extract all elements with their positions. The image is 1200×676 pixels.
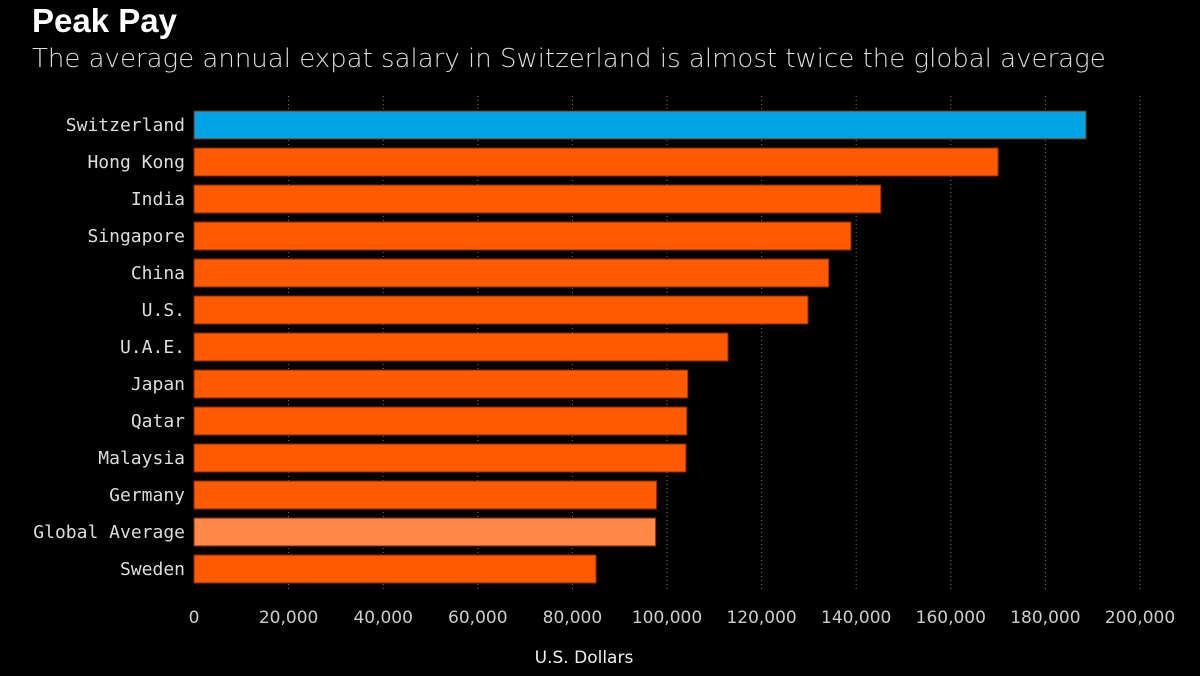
bar-global-average — [193, 517, 657, 547]
category-label: India — [131, 189, 185, 210]
category-label: Sweden — [120, 559, 185, 580]
bar-japan — [193, 369, 689, 399]
bar-germany — [193, 480, 658, 510]
x-tick-label: 80,000 — [543, 608, 602, 628]
x-tick-label: 180,000 — [1010, 608, 1080, 628]
bar-hong-kong — [193, 147, 999, 177]
bar-china — [193, 258, 830, 288]
category-label: Germany — [109, 485, 185, 506]
x-axis-label: U.S. Dollars — [535, 648, 634, 668]
x-tick-label: 0 — [189, 608, 200, 628]
bar-qatar — [193, 406, 688, 436]
chart-subtitle: The average annual expat salary in Switz… — [32, 44, 1106, 74]
bar-switzerland — [193, 110, 1087, 140]
bar-u-s- — [193, 295, 809, 325]
bar-sweden — [193, 554, 597, 584]
x-tick-label: 140,000 — [821, 608, 891, 628]
category-label: Malaysia — [98, 448, 185, 469]
category-label: Global Average — [33, 522, 185, 543]
category-label: U.S. — [142, 300, 185, 321]
category-label: U.A.E. — [120, 337, 185, 358]
x-tick-label: 200,000 — [1105, 608, 1175, 628]
chart-title: Peak Pay — [32, 2, 177, 39]
x-tick-label: 120,000 — [726, 608, 796, 628]
bar-singapore — [193, 221, 852, 251]
bar-india — [193, 184, 882, 214]
bar-malaysia — [193, 443, 687, 473]
bar-u-a-e- — [193, 332, 729, 362]
category-label: Japan — [131, 374, 185, 395]
category-label: Hong Kong — [87, 152, 185, 173]
x-tick-label: 40,000 — [353, 608, 412, 628]
category-label: Qatar — [131, 411, 185, 432]
category-label: China — [131, 263, 185, 284]
x-tick-label: 60,000 — [448, 608, 507, 628]
x-tick-label: 100,000 — [632, 608, 702, 628]
x-tick-label: 20,000 — [259, 608, 318, 628]
x-tick-label: 160,000 — [916, 608, 986, 628]
category-label: Switzerland — [66, 115, 185, 136]
category-label: Singapore — [87, 226, 185, 247]
